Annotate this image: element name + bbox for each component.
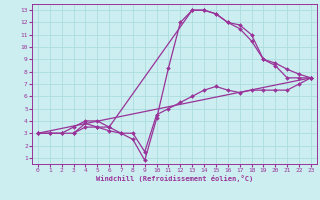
X-axis label: Windchill (Refroidissement éolien,°C): Windchill (Refroidissement éolien,°C)	[96, 175, 253, 182]
